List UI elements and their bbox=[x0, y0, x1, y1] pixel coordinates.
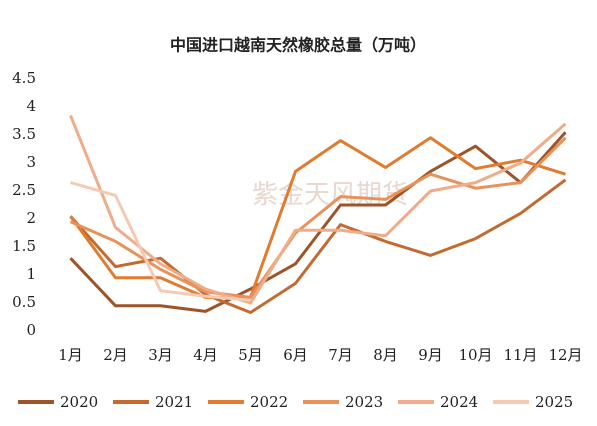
y-tick-label: 2 bbox=[26, 209, 36, 227]
y-tick-label: 1.5 bbox=[12, 237, 36, 255]
y-tick-label: 1 bbox=[26, 265, 36, 283]
y-tick-label: 0.5 bbox=[12, 293, 36, 311]
y-tick-label: 3.5 bbox=[12, 125, 36, 143]
legend-label: 2023 bbox=[345, 393, 383, 411]
series-line bbox=[69, 114, 567, 305]
series-line bbox=[69, 136, 567, 299]
x-tick-label: 8月 bbox=[373, 346, 398, 364]
x-tick-label: 11月 bbox=[503, 346, 537, 364]
x-tick-label: 3月 bbox=[148, 346, 173, 364]
legend-label: 2025 bbox=[535, 393, 573, 411]
x-tick-label: 6月 bbox=[283, 346, 308, 364]
legend-label: 2024 bbox=[440, 393, 478, 411]
legend-label: 2020 bbox=[60, 393, 98, 411]
x-tick-label: 1月 bbox=[58, 346, 83, 364]
series-line bbox=[69, 136, 566, 299]
x-tick-label: 9月 bbox=[418, 346, 443, 364]
series-line bbox=[69, 131, 567, 313]
x-tick-label: 12月 bbox=[548, 346, 582, 364]
legend-label: 2022 bbox=[250, 393, 288, 411]
y-tick-label: 2.5 bbox=[12, 181, 36, 199]
y-tick-label: 4 bbox=[26, 97, 36, 115]
chart-title: 中国进口越南天然橡胶总量（万吨） bbox=[170, 36, 426, 55]
y-tick-label: 4.5 bbox=[12, 69, 36, 87]
y-tick-label: 0 bbox=[26, 321, 36, 339]
x-tick-label: 10月 bbox=[458, 346, 492, 364]
x-tick-label: 5月 bbox=[238, 346, 263, 364]
x-tick-label: 7月 bbox=[328, 346, 353, 364]
series-line bbox=[70, 181, 251, 302]
legend-label: 2021 bbox=[155, 393, 193, 411]
y-tick-label: 3 bbox=[26, 153, 36, 171]
x-tick-label: 4月 bbox=[193, 346, 218, 364]
x-tick-label: 2月 bbox=[103, 346, 128, 364]
